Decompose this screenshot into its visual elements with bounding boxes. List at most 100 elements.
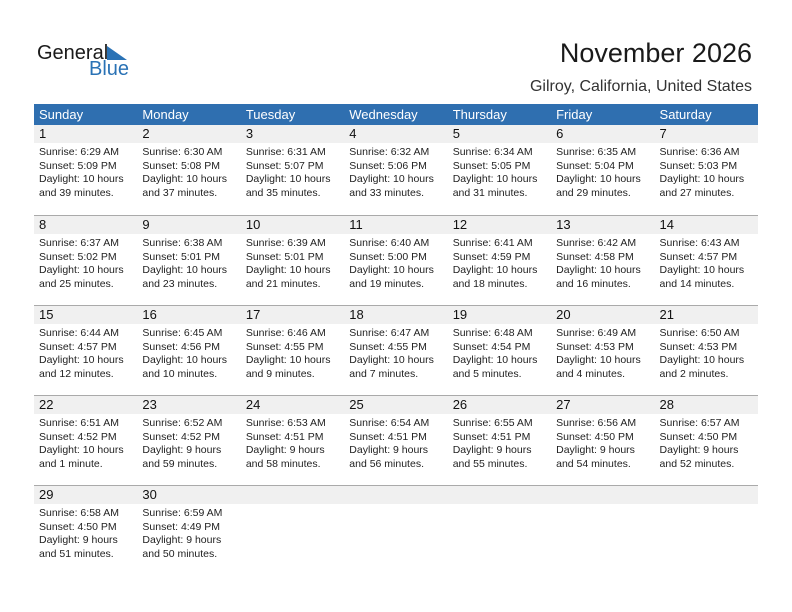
date-band: 22 23 24 25 26 27 28 — [34, 395, 758, 414]
daylight-minutes-text: and 55 minutes. — [452, 457, 528, 470]
daylight-minutes-text: and 56 minutes. — [349, 457, 424, 470]
day-number: 25 — [349, 397, 364, 412]
day-info: Sunrise: 6:54 AM Sunset: 4:51 PM Daylight:… — [344, 414, 447, 471]
sunrise-text: Sunrise: 6:48 AM — [452, 327, 533, 339]
day-number: 11 — [349, 217, 363, 232]
daylight-text: Daylight: 9 hours — [142, 534, 222, 546]
day-number: 1 — [39, 126, 47, 141]
daylight-minutes-text: and 10 minutes. — [142, 367, 218, 380]
calendar: Sunday Monday Tuesday Wednesday Thursday Frid… — [34, 104, 758, 575]
daylight-minutes-text: and 58 minutes. — [245, 457, 321, 470]
week-row: 1 2 3 4 5 6 7 Sunrise: 6:29 AM Sunset: 5:09 PM Da… — [34, 125, 758, 215]
weekday-sunday: Sunday — [39, 107, 84, 122]
day-number: 18 — [349, 307, 364, 322]
sunset-text: Sunset: 5:01 PM — [142, 250, 221, 263]
weekday-monday: Monday — [142, 107, 189, 122]
day-number: 10 — [245, 217, 261, 232]
day-number: 14 — [659, 217, 674, 232]
daylight-minutes-text: and 39 minutes. — [39, 186, 114, 199]
daylight-minutes-text: and 21 minutes. — [245, 277, 321, 290]
daylight-text — [660, 534, 758, 548]
day-info: Sunrise: 6:55 AM Sunset: 4:51 PM Daylight:… — [448, 414, 551, 471]
sunrise-text: Sunrise: 6:44 AM — [39, 327, 119, 339]
day-number: 13 — [556, 217, 571, 232]
day-number: 20 — [556, 307, 571, 322]
sunrise-text: Sunrise: 6:45 AM — [142, 327, 223, 339]
day-number — [551, 486, 654, 504]
daylight-minutes-text: and 16 minutes. — [556, 277, 631, 290]
day-info: Sunrise: 6:37 AM Sunset: 5:02 PM Daylight:… — [34, 234, 137, 291]
date-band: 15 16 17 18 19 20 21 — [34, 305, 758, 324]
day-number: 6 — [556, 126, 564, 141]
day-number: 9 — [142, 217, 150, 232]
date-band: 8 9 10 11 12 13 14 — [34, 215, 758, 234]
sunset-text: Sunset: 5:07 PM — [245, 159, 324, 172]
sunset-text: Sunset: 4:52 PM — [142, 430, 221, 443]
daylight-text: Daylight: 10 hours — [142, 173, 228, 185]
daylight-text: Daylight: 10 hours — [39, 444, 124, 456]
sunset-text: Sunset: 4:49 PM — [142, 520, 221, 533]
daylight-minutes-text — [453, 548, 551, 562]
sunrise-text: Sunrise: 6:36 AM — [659, 146, 740, 158]
weekday-saturday: Saturday — [659, 107, 712, 122]
daylight-minutes-text: and 4 minutes. — [556, 367, 625, 380]
day-number: 26 — [452, 397, 468, 412]
day-number — [655, 486, 758, 504]
sunset-text — [453, 521, 551, 535]
daylight-minutes-text: and 19 minutes. — [349, 277, 424, 290]
daylight-minutes-text: and 25 minutes. — [39, 277, 114, 290]
sunset-text: Sunset: 5:01 PM — [245, 250, 324, 263]
day-info: Sunrise: 6:40 AM Sunset: 5:00 PM Daylight:… — [344, 234, 447, 291]
daylight-text: Daylight: 10 hours — [659, 354, 745, 366]
sunset-text — [660, 521, 758, 535]
day-info: Sunrise: 6:30 AM Sunset: 5:08 PM Daylight:… — [137, 143, 240, 200]
week-row: 15 16 17 18 19 20 21 Sunrise: 6:44 AM Sunset: 4:… — [34, 305, 758, 395]
day-info: Sunrise: 6:29 AM Sunset: 5:09 PM Daylight:… — [34, 143, 137, 200]
day-info: Sunrise: 6:45 AM Sunset: 4:56 PM Daylight:… — [137, 324, 240, 381]
daylight-minutes-text: and 51 minutes. — [39, 547, 114, 560]
day-number: 19 — [452, 307, 468, 322]
day-info — [344, 504, 447, 561]
daylight-minutes-text: and 18 minutes. — [452, 277, 528, 290]
day-info: Sunrise: 6:42 AM Sunset: 4:58 PM Daylight:… — [551, 234, 654, 291]
daylight-text: Daylight: 9 hours — [39, 534, 118, 546]
week-row: 29 30 Sunrise: 6:58 AM Sunset: 4:50 PM Dayli… — [34, 485, 758, 575]
daylight-text: Daylight: 10 hours — [556, 173, 641, 185]
daylight-text: Daylight: 10 hours — [452, 264, 538, 276]
sunset-text: Sunset: 5:05 PM — [452, 159, 531, 172]
sunrise-text: Sunrise: 6:35 AM — [556, 146, 637, 158]
day-info — [655, 504, 758, 561]
daylight-text: Daylight: 10 hours — [659, 173, 745, 185]
sunrise-text: Sunrise: 6:58 AM — [39, 507, 119, 519]
daylight-minutes-text: and 35 minutes. — [245, 186, 321, 199]
day-number: 5 — [452, 126, 460, 141]
daylight-text: Daylight: 10 hours — [39, 354, 124, 366]
day-info: Sunrise: 6:57 AM Sunset: 4:50 PM Daylight:… — [655, 414, 758, 471]
sunset-text: Sunset: 4:53 PM — [659, 340, 738, 353]
logo-word-general: General — [37, 42, 109, 64]
sunset-text: Sunset: 4:50 PM — [39, 520, 117, 533]
day-info: Sunrise: 6:52 AM Sunset: 4:52 PM Daylight:… — [137, 414, 240, 471]
daylight-minutes-text: and 50 minutes. — [142, 547, 218, 560]
day-info: Sunrise: 6:31 AM Sunset: 5:07 PM Daylight:… — [241, 143, 344, 200]
daylight-text — [246, 534, 344, 548]
sunrise-text: Sunrise: 6:46 AM — [245, 327, 326, 339]
day-info: Sunrise: 6:34 AM Sunset: 5:05 PM Daylight:… — [448, 143, 551, 200]
daylight-minutes-text: and 59 minutes. — [142, 457, 218, 470]
sunset-text: Sunset: 4:53 PM — [556, 340, 634, 353]
location: Gilroy, California, United States — [529, 78, 752, 95]
day-info — [241, 504, 344, 561]
sunrise-text — [349, 507, 447, 521]
daylight-minutes-text: and 12 minutes. — [39, 367, 114, 380]
day-info: Sunrise: 6:39 AM Sunset: 5:01 PM Daylight:… — [241, 234, 344, 291]
daylight-minutes-text: and 14 minutes. — [659, 277, 735, 290]
sunset-text — [349, 521, 447, 535]
day-number: 3 — [245, 126, 254, 141]
daylight-text: Daylight: 9 hours — [556, 444, 635, 456]
sunset-text: Sunset: 4:51 PM — [349, 430, 427, 443]
day-info: Sunrise: 6:36 AM Sunset: 5:03 PM Daylight:… — [655, 143, 758, 200]
weekday-thursday: Thursday — [452, 107, 507, 122]
sunrise-text: Sunrise: 6:42 AM — [556, 237, 637, 249]
week-row: 8 9 10 11 12 13 14 Sunrise: 6:37 AM Sunset: 5:02… — [34, 215, 758, 305]
sunrise-text: Sunrise: 6:52 AM — [142, 417, 223, 429]
